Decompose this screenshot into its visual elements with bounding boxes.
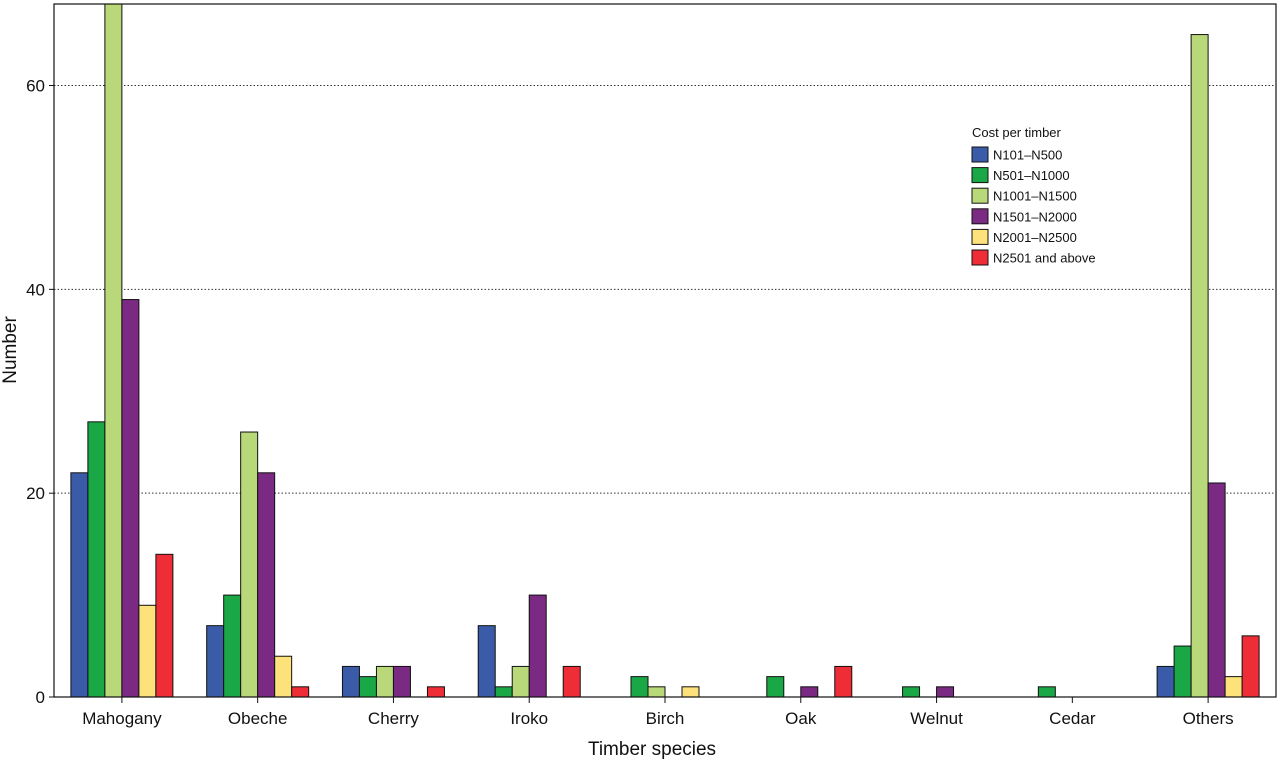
x-tick-label: Others: [1183, 709, 1234, 728]
bar: [138, 604, 157, 698]
bar: [1037, 686, 1056, 698]
bar: [1156, 665, 1175, 698]
x-tick-label: Birch: [646, 709, 685, 728]
bar: [1241, 635, 1260, 698]
bar: [511, 665, 530, 698]
bar: [800, 686, 819, 698]
grid-lines: [54, 85, 1276, 494]
x-tick-label: Oak: [785, 709, 817, 728]
bar: [902, 686, 921, 698]
y-tick-label: 0: [36, 688, 45, 707]
y-axis-title: Number: [0, 316, 21, 384]
legend-swatch: [971, 146, 989, 163]
x-tick-label: Obeche: [228, 709, 288, 728]
bar: [240, 431, 259, 698]
bar: [1207, 482, 1226, 698]
x-tick-label: Cherry: [368, 709, 420, 728]
bar: [1224, 676, 1243, 698]
bar: [562, 665, 581, 698]
bar: [1190, 34, 1209, 698]
y-tick-label: 60: [26, 77, 45, 96]
legend-swatch: [971, 249, 989, 266]
bar: [375, 665, 394, 698]
bar: [766, 676, 785, 698]
legend-swatch: [971, 187, 989, 204]
axes: 0 20 40 60 Mahogany Obeche Cherry Iroko Birch Oak…: [26, 3, 1277, 728]
legend-label: N2501 and above: [993, 251, 1096, 266]
bar: [291, 686, 310, 698]
x-tick-label: Welnut: [910, 709, 963, 728]
bars: [70, 3, 1260, 698]
legend-swatch: [971, 167, 989, 184]
bar: [121, 299, 140, 698]
legend: Cost per timber N101–N500 N501–N1000 N1001–…: [971, 125, 1096, 266]
y-tick-label: 40: [26, 280, 45, 299]
bar: [223, 594, 242, 698]
legend-swatch: [971, 208, 989, 225]
bar: [257, 472, 276, 698]
x-tick-label: Cedar: [1049, 709, 1096, 728]
bar: [936, 686, 955, 698]
legend-swatch: [971, 228, 989, 245]
legend-label: N501–N1000: [993, 168, 1070, 183]
bar: [528, 594, 547, 698]
legend-label: N1501–N2000: [993, 209, 1077, 224]
legend-title: Cost per timber: [972, 125, 1062, 140]
x-axis-title: Timber species: [588, 739, 716, 760]
y-tick-label: 20: [26, 484, 45, 503]
bar: [426, 686, 445, 698]
bar: [1173, 645, 1192, 698]
x-tick-label: Mahogany: [82, 709, 162, 728]
bar: [681, 686, 700, 698]
bar: [834, 665, 853, 698]
bar: [358, 676, 377, 698]
bar: [630, 676, 649, 698]
legend-label: N2001–N2500: [993, 230, 1077, 245]
bar: [341, 665, 360, 698]
x-tick-label: Iroko: [510, 709, 548, 728]
bar: [647, 686, 666, 698]
bar: [494, 686, 513, 698]
bar: [87, 421, 106, 698]
bar: [70, 472, 89, 698]
legend-label: N1001–N1500: [993, 189, 1077, 204]
bar: [155, 553, 174, 698]
bar: [274, 655, 293, 698]
bar: [206, 625, 225, 698]
legend-label: N101–N500: [993, 148, 1062, 163]
plot-frame: [53, 3, 1277, 698]
bar: [477, 625, 496, 698]
bar: [392, 665, 411, 698]
bar: [104, 3, 123, 698]
